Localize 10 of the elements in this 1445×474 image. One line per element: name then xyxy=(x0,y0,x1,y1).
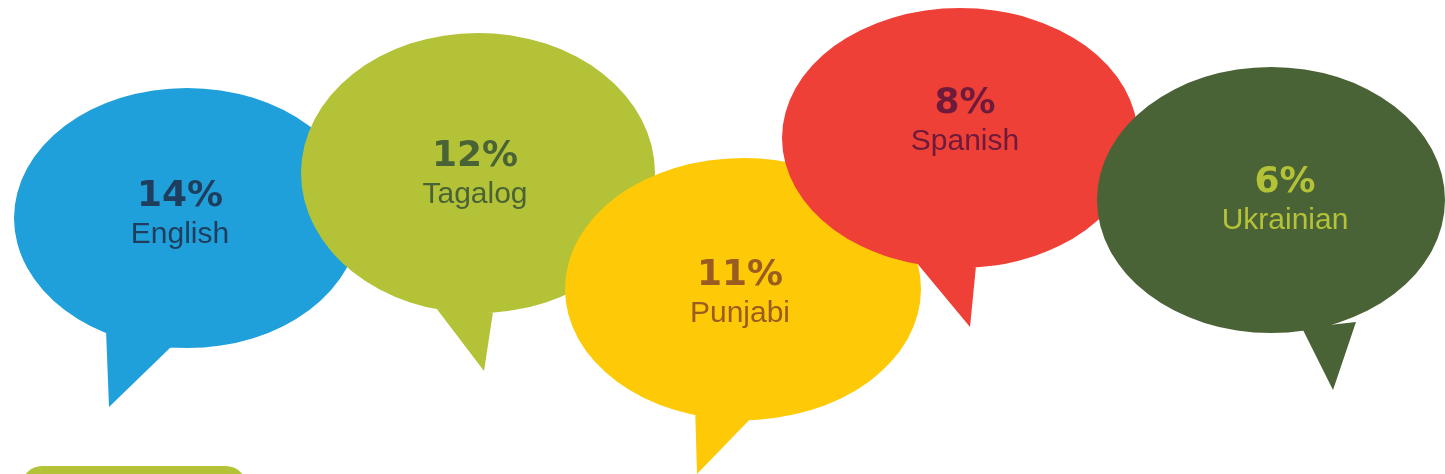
data-label: 6% xyxy=(1254,159,1316,200)
data-label: 8% xyxy=(934,80,996,121)
category-label: English xyxy=(130,216,230,249)
data-label: 14% xyxy=(136,173,224,214)
data-label: 12% xyxy=(431,133,519,174)
data-label: 11% xyxy=(696,252,784,293)
category-label: Punjabi xyxy=(689,295,791,328)
category-label: Ukrainian xyxy=(1221,202,1349,235)
category-label: Tagalog xyxy=(422,176,528,209)
category-label: Spanish xyxy=(910,123,1020,156)
